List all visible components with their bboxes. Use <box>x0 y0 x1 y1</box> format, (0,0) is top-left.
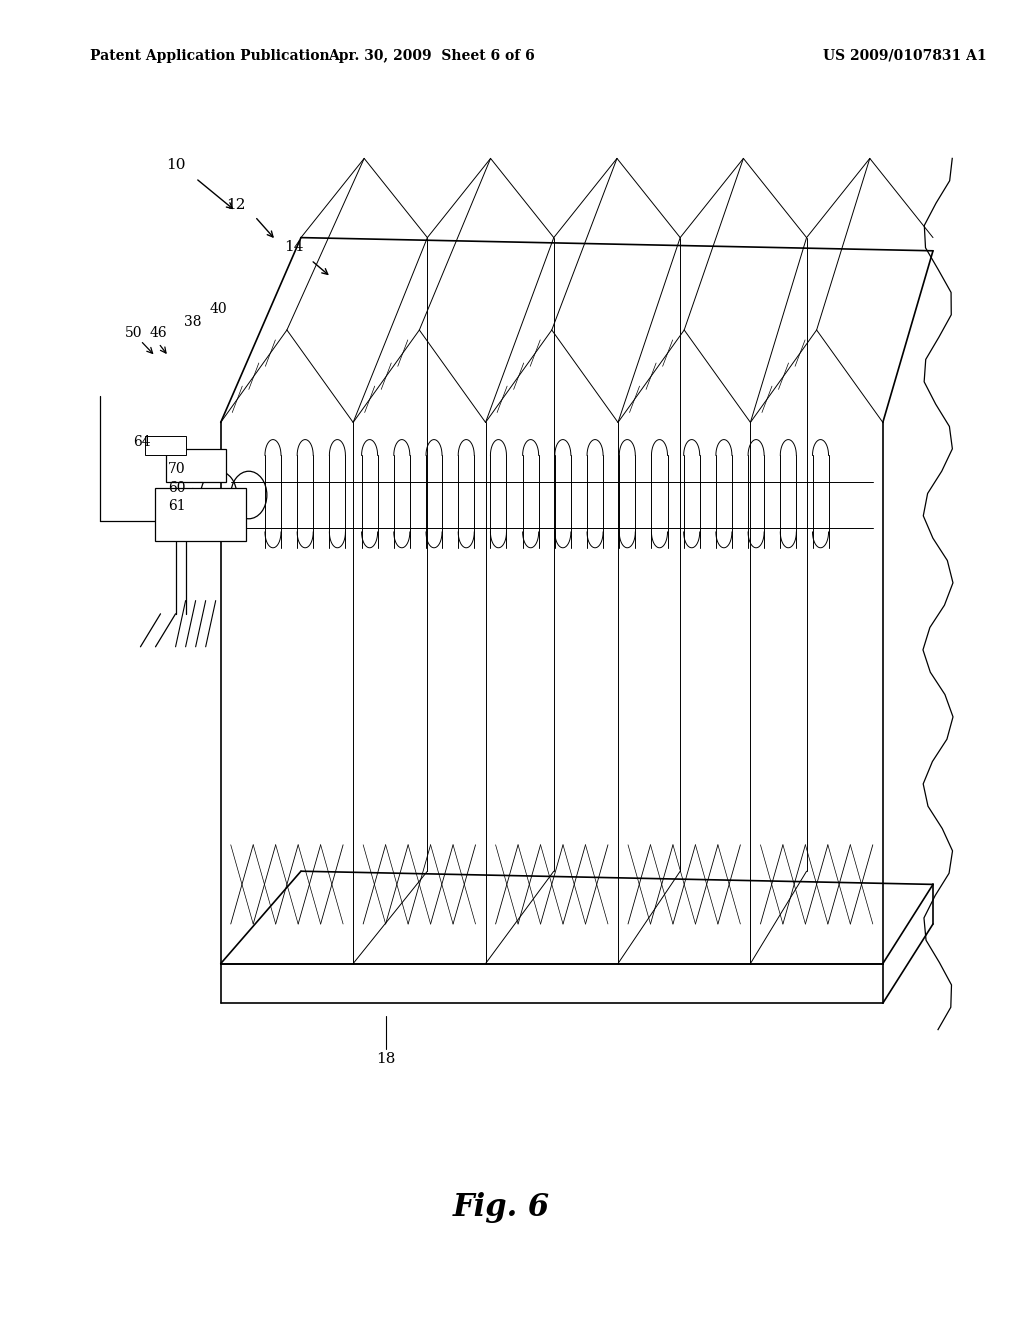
Bar <box>156 488 246 541</box>
Text: 12: 12 <box>226 198 246 211</box>
Text: 60: 60 <box>168 482 185 495</box>
Text: 10: 10 <box>166 158 185 172</box>
Text: 64: 64 <box>133 436 151 449</box>
Text: 70: 70 <box>168 462 185 475</box>
Text: US 2009/0107831 A1: US 2009/0107831 A1 <box>822 49 986 63</box>
Text: Apr. 30, 2009  Sheet 6 of 6: Apr. 30, 2009 Sheet 6 of 6 <box>328 49 535 63</box>
Text: 50: 50 <box>125 326 142 339</box>
Text: 38: 38 <box>184 315 202 329</box>
Bar <box>166 449 225 482</box>
Bar <box>145 436 185 455</box>
Text: 40: 40 <box>210 302 227 315</box>
Text: Patent Application Publication: Patent Application Publication <box>90 49 330 63</box>
Text: 18: 18 <box>377 1052 396 1065</box>
Text: 46: 46 <box>150 326 167 339</box>
Text: Fig. 6: Fig. 6 <box>453 1192 550 1224</box>
Text: 14: 14 <box>285 240 304 253</box>
Text: 61: 61 <box>168 499 185 512</box>
